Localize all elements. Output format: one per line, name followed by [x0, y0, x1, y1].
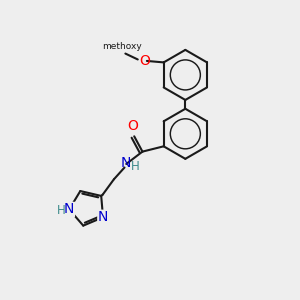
Text: O: O [128, 119, 139, 133]
Text: N: N [98, 210, 108, 224]
Text: methoxy: methoxy [103, 42, 142, 51]
Text: H: H [57, 204, 65, 217]
Text: H: H [131, 160, 140, 173]
Text: N: N [121, 156, 131, 170]
Text: N: N [64, 202, 74, 216]
Text: O: O [140, 54, 151, 68]
